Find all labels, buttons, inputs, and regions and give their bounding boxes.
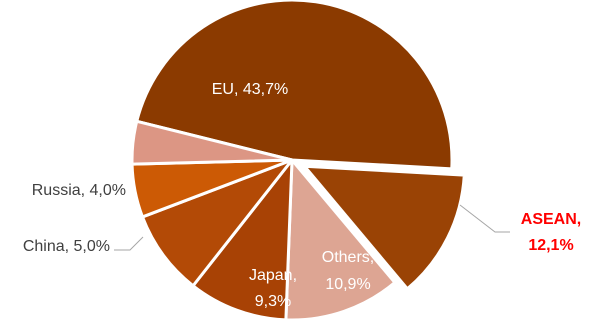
label-others-line1: Others,: [322, 249, 374, 266]
label-china: China, 5,0%: [23, 238, 110, 255]
label-japan-line2: 9,3%: [255, 293, 291, 310]
china-leader-line: [114, 236, 144, 251]
pie-slice-eu: [135, 0, 454, 171]
label-japan-line1: Japan,: [249, 267, 297, 284]
pie-slices: [130, 0, 466, 321]
data-labels: EU, 43,7% ASEAN, 12,1% Others, 10,9% Jap…: [23, 81, 581, 310]
label-asean-line2: 12,1%: [528, 237, 573, 254]
label-others-line2: 10,9%: [325, 276, 370, 293]
pie-slice-asean: [303, 164, 466, 291]
label-russia: Russia, 4,0%: [32, 182, 126, 199]
leader-lines: [114, 204, 510, 251]
asean-leader-line: [459, 204, 510, 233]
pie-slice-japan: [191, 158, 294, 321]
pie-slice-unlabeled: [140, 158, 294, 288]
label-eu: EU, 43,7%: [212, 81, 288, 98]
label-asean-line1: ASEAN,: [521, 211, 581, 228]
pie-slice-russia: [130, 119, 294, 166]
pie-slice-others: [284, 158, 397, 321]
